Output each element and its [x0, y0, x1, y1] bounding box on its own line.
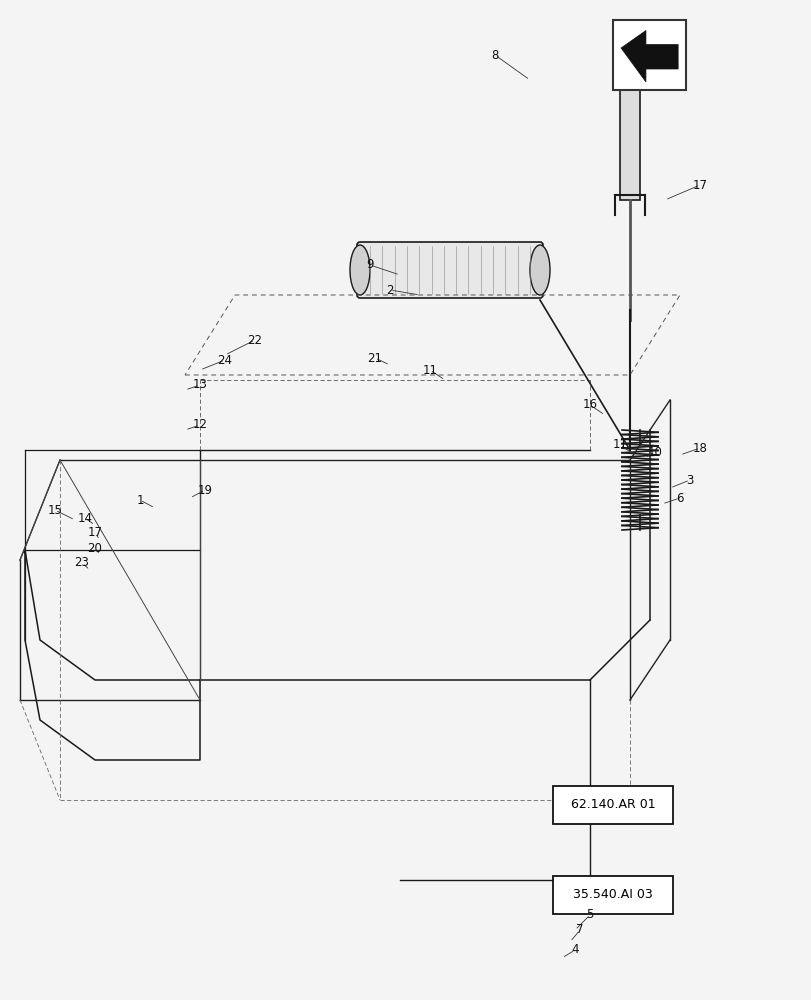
Text: 14: 14 [77, 512, 92, 524]
FancyBboxPatch shape [357, 242, 543, 298]
FancyBboxPatch shape [552, 876, 672, 914]
Text: 6: 6 [676, 491, 683, 504]
Text: 24: 24 [217, 354, 232, 366]
Text: 9: 9 [366, 258, 373, 271]
FancyBboxPatch shape [552, 786, 672, 824]
Text: 2: 2 [386, 284, 393, 296]
Polygon shape [620, 31, 677, 82]
Bar [612, 20, 685, 90]
Text: 7: 7 [576, 923, 583, 936]
Text: 8: 8 [491, 49, 498, 62]
Text: 18: 18 [692, 442, 706, 454]
Text: 23: 23 [75, 556, 89, 570]
Text: 16: 16 [581, 398, 597, 412]
Ellipse shape [530, 245, 549, 295]
Text: 35.540.AI 03: 35.540.AI 03 [573, 888, 652, 902]
Text: 21: 21 [367, 352, 382, 364]
Text: 4: 4 [571, 943, 578, 956]
Text: 1: 1 [136, 493, 144, 506]
Text: 5: 5 [586, 908, 593, 921]
Text: 11: 11 [422, 363, 437, 376]
Text: 15: 15 [48, 504, 62, 516]
Text: 12: 12 [192, 418, 208, 432]
Text: 11: 11 [611, 438, 627, 452]
Text: 19: 19 [197, 484, 212, 496]
Text: 22: 22 [247, 334, 262, 347]
Text: 3: 3 [685, 474, 693, 487]
Text: 10: 10 [646, 446, 662, 458]
Text: 20: 20 [88, 542, 102, 554]
Text: 17: 17 [692, 179, 706, 192]
Ellipse shape [350, 245, 370, 295]
Text: 62.140.AR 01: 62.140.AR 01 [570, 798, 654, 812]
Text: 17: 17 [88, 526, 102, 540]
Text: 13: 13 [192, 378, 207, 391]
Bar [620, 70, 639, 200]
